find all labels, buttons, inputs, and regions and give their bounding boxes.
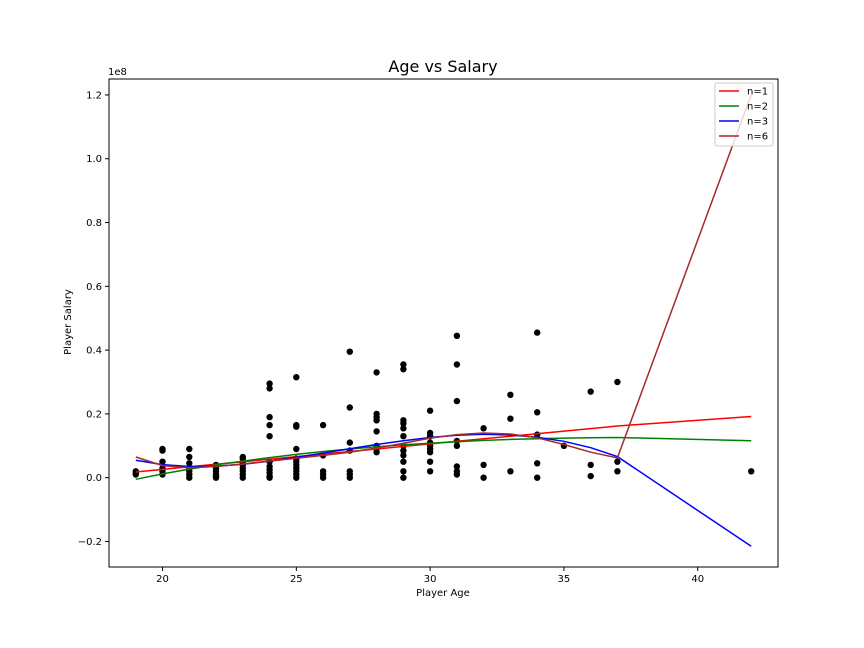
data-point	[400, 361, 407, 368]
data-point	[319, 474, 327, 481]
data-point	[426, 449, 434, 456]
data-point	[159, 458, 166, 465]
data-point	[239, 474, 246, 481]
y-axis-label: Player Salary	[63, 289, 74, 355]
series-line-4	[135, 94, 752, 469]
data-point	[266, 433, 273, 440]
data-point	[266, 413, 273, 421]
data-point	[453, 332, 461, 339]
y-tick-label: 0.8	[86, 218, 102, 229]
data-point	[507, 391, 514, 398]
y-tick-label: 0.6	[86, 282, 102, 293]
data-point	[346, 404, 353, 411]
data-point	[346, 348, 353, 355]
data-point	[186, 460, 193, 467]
data-point	[319, 421, 327, 429]
data-point	[534, 474, 541, 481]
y-offset-label: 1e8	[108, 67, 127, 78]
y-tick-label: 0.0	[86, 473, 102, 484]
data-point	[400, 468, 407, 475]
data-point	[480, 425, 487, 432]
data-point	[266, 474, 273, 481]
data-point	[266, 385, 273, 392]
data-point	[132, 469, 139, 477]
data-point	[159, 447, 166, 454]
data-point	[534, 409, 541, 416]
series-lines	[135, 94, 752, 547]
y-tick-label: 0.4	[86, 346, 102, 357]
y-tick-label: 0.2	[86, 409, 102, 420]
data-point	[266, 421, 273, 429]
data-point	[453, 361, 461, 368]
data-point	[373, 417, 380, 424]
data-point	[400, 425, 407, 432]
x-axis-label: Player Age	[416, 588, 470, 599]
data-point	[293, 374, 300, 381]
data-point	[373, 449, 380, 456]
data-point	[186, 474, 193, 481]
data-point	[587, 472, 594, 480]
legend-label: n=2	[747, 102, 768, 113]
chart-title: Age vs Salary	[388, 57, 497, 76]
x-axis-ticks: 20 25 30 35 40	[156, 567, 704, 585]
legend-box	[714, 82, 774, 147]
y-tick-label: −0.2	[78, 537, 102, 548]
data-point	[400, 458, 407, 465]
y-axis-ticks: −0.2 0.0 0.2 0.4 0.6 0.8 1.0 1.2	[78, 90, 109, 548]
y-tick-label: 1.2	[86, 90, 102, 101]
data-point	[400, 433, 407, 440]
data-point	[453, 442, 461, 449]
plot-area	[132, 94, 755, 547]
data-point	[426, 468, 434, 475]
axes-frame	[108, 78, 779, 568]
x-tick-label: 20	[156, 574, 169, 585]
x-tick-label: 25	[290, 574, 303, 585]
data-point	[346, 474, 353, 481]
data-point	[346, 439, 353, 446]
data-point	[293, 445, 300, 453]
data-point	[400, 452, 407, 459]
data-point	[400, 420, 407, 427]
data-point	[453, 397, 461, 405]
data-point	[534, 460, 541, 467]
data-point	[293, 423, 300, 430]
data-point	[400, 447, 407, 454]
y-tick-label: 1.0	[86, 154, 102, 165]
legend-label: n=1	[747, 87, 768, 98]
data-point	[480, 461, 487, 469]
data-point	[186, 453, 193, 461]
data-point	[614, 378, 621, 386]
data-point	[748, 468, 755, 475]
data-point	[453, 471, 461, 478]
data-point	[212, 474, 220, 481]
data-point	[507, 415, 514, 422]
data-point	[426, 458, 434, 465]
data-point	[480, 474, 487, 481]
legend: n=1 n=2 n=3 n=6	[714, 82, 774, 147]
data-point	[587, 461, 594, 469]
x-tick-label: 35	[558, 574, 571, 585]
data-point	[373, 369, 380, 376]
legend-label: n=6	[747, 132, 768, 143]
data-point	[614, 458, 621, 465]
data-point	[400, 474, 407, 481]
data-point	[266, 380, 273, 387]
legend-label: n=3	[747, 117, 768, 128]
data-point	[614, 468, 621, 475]
data-point	[534, 329, 541, 336]
data-point	[186, 445, 193, 453]
data-point	[507, 468, 514, 475]
data-point	[293, 474, 300, 481]
data-point	[400, 366, 407, 373]
data-point	[587, 388, 594, 395]
x-tick-label: 30	[424, 574, 437, 585]
data-point	[373, 428, 380, 435]
data-point	[426, 407, 434, 414]
data-point	[453, 463, 461, 470]
x-tick-label: 40	[691, 574, 704, 585]
